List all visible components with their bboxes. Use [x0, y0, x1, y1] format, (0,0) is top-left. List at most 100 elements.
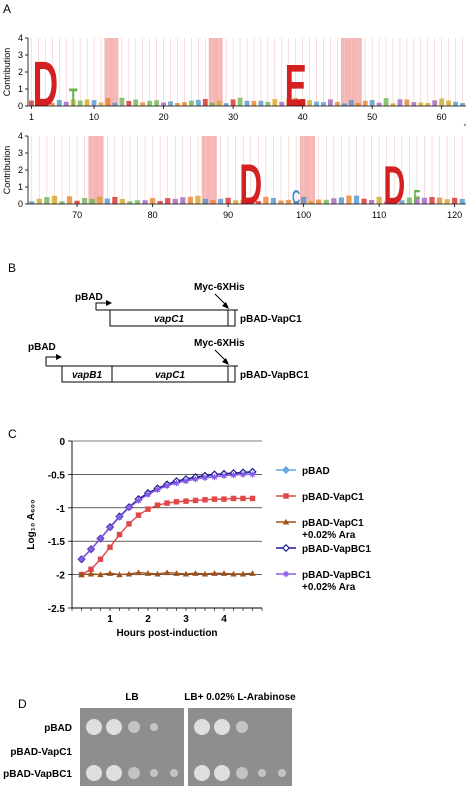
logo-y-axis-title: Contribution: [2, 48, 12, 97]
logo-small-stack: [209, 102, 215, 106]
logo-small-stack: [187, 196, 194, 204]
colony-spot: [214, 719, 230, 735]
logo-small-stack: [300, 99, 306, 106]
logo-small-stack: [444, 199, 450, 204]
data-point: [211, 473, 218, 481]
colony-spot: [150, 769, 158, 777]
logo-small-stack: [35, 102, 41, 106]
data-point: [87, 570, 95, 577]
logo-small-stack: [270, 197, 277, 204]
logo-x-tick-label: 100: [296, 210, 311, 220]
logo-small-stack: [323, 199, 329, 204]
construct1-promoter-arrow: [95, 302, 108, 310]
data-point: [182, 570, 190, 577]
logo-small-stack: [142, 200, 148, 204]
construct2-tag-pointer-head: [222, 358, 229, 365]
data-point: [239, 471, 247, 478]
logo-small-stack: [460, 103, 465, 106]
logo-small-stack: [147, 100, 153, 106]
logo-small-stack: [421, 197, 428, 204]
logo-small-stack: [202, 198, 209, 204]
logo-small-stack: [327, 99, 333, 106]
logo-small-stack: [286, 98, 292, 106]
logo-small-stack: [105, 97, 111, 106]
colony-spot: [128, 767, 140, 779]
data-point: [192, 497, 199, 504]
logo-y-tick-label: 4: [18, 131, 23, 141]
logo-small-stack: [240, 199, 246, 204]
chart-x-tick-label: 2: [145, 614, 151, 625]
logo-small-stack: [149, 198, 156, 204]
logo-small-stack: [362, 100, 368, 106]
data-point: [201, 474, 209, 481]
data-point: [239, 570, 247, 577]
logo-small-stack: [98, 102, 104, 106]
colony-spot: [278, 769, 286, 777]
panel-c-label: C: [8, 427, 17, 441]
construct2-gene2-label: vapC1: [155, 370, 185, 381]
logo-corner-note: #: [464, 122, 467, 127]
logo-small-stack: [59, 201, 65, 204]
logo-small-stack: [285, 199, 292, 204]
logo-small-stack: [181, 102, 187, 106]
data-point: [192, 475, 199, 483]
logo-small-stack: [399, 200, 405, 204]
plate-row-label: pBAD-VapC1: [10, 747, 72, 758]
colony-spot: [236, 767, 248, 779]
data-point: [78, 571, 85, 578]
colony-spot: [236, 721, 248, 733]
logo-small-stack: [161, 102, 167, 106]
logo-small-stack: [29, 201, 35, 204]
data-point: [97, 535, 104, 542]
data-point: [116, 571, 123, 578]
logo-big-letter: T: [69, 85, 78, 112]
chart-y-tick-label: -1.5: [48, 537, 66, 548]
legend-label: pBAD: [302, 466, 330, 477]
logo-small-stack: [346, 195, 352, 204]
data-point: [211, 496, 218, 502]
construct2-name: pBAD-VapBC1: [240, 370, 309, 381]
logo-small-stack: [66, 196, 73, 204]
construct2-tag-label: Myc-6XHis: [194, 338, 245, 349]
logo-y-tick-label: 1: [18, 182, 23, 192]
logo-small-stack: [127, 201, 133, 204]
construct1-tag-pointer-head: [222, 302, 229, 309]
logo-small-stack: [258, 100, 264, 106]
logo-small-stack: [51, 195, 58, 204]
construct1-name: pBAD-VapC1: [240, 314, 302, 325]
logo-big-letter: C: [292, 185, 300, 209]
logo-small-stack: [338, 197, 345, 204]
data-point: [230, 471, 237, 479]
chart-y-tick-label: -2: [56, 571, 65, 582]
logo-x-tick-label: 70: [72, 210, 82, 220]
logo-x-tick-label: 110: [372, 210, 386, 220]
logo-small-stack: [331, 198, 337, 204]
logo-small-stack: [429, 196, 435, 204]
logo-small-stack: [168, 101, 173, 106]
logo-x-tick-label: 50: [367, 112, 377, 122]
legend-marker: [282, 570, 290, 578]
plate-column-label: LB: [125, 692, 138, 703]
logo-small-stack: [237, 97, 243, 106]
logo-small-stack: [112, 196, 118, 204]
logo-small-stack: [397, 99, 403, 106]
logo-small-stack: [308, 201, 314, 204]
data-point: [154, 502, 161, 508]
data-point: [88, 566, 94, 572]
logo-big-letter: D: [383, 156, 405, 217]
logo-y-tick-label: 0: [18, 199, 23, 209]
logo-small-stack: [42, 100, 48, 106]
logo-small-stack: [70, 99, 76, 106]
logo-y-tick-label: 2: [18, 67, 23, 77]
logo-small-stack: [414, 196, 420, 204]
logo-small-stack: [316, 199, 322, 204]
logo-small-stack: [29, 100, 34, 106]
data-point: [78, 556, 85, 563]
logo-y-tick-label: 4: [18, 33, 23, 43]
data-point: [173, 479, 180, 487]
logo-small-stack: [446, 100, 452, 106]
colony-spot: [258, 769, 266, 777]
logo-small-stack: [195, 195, 201, 204]
